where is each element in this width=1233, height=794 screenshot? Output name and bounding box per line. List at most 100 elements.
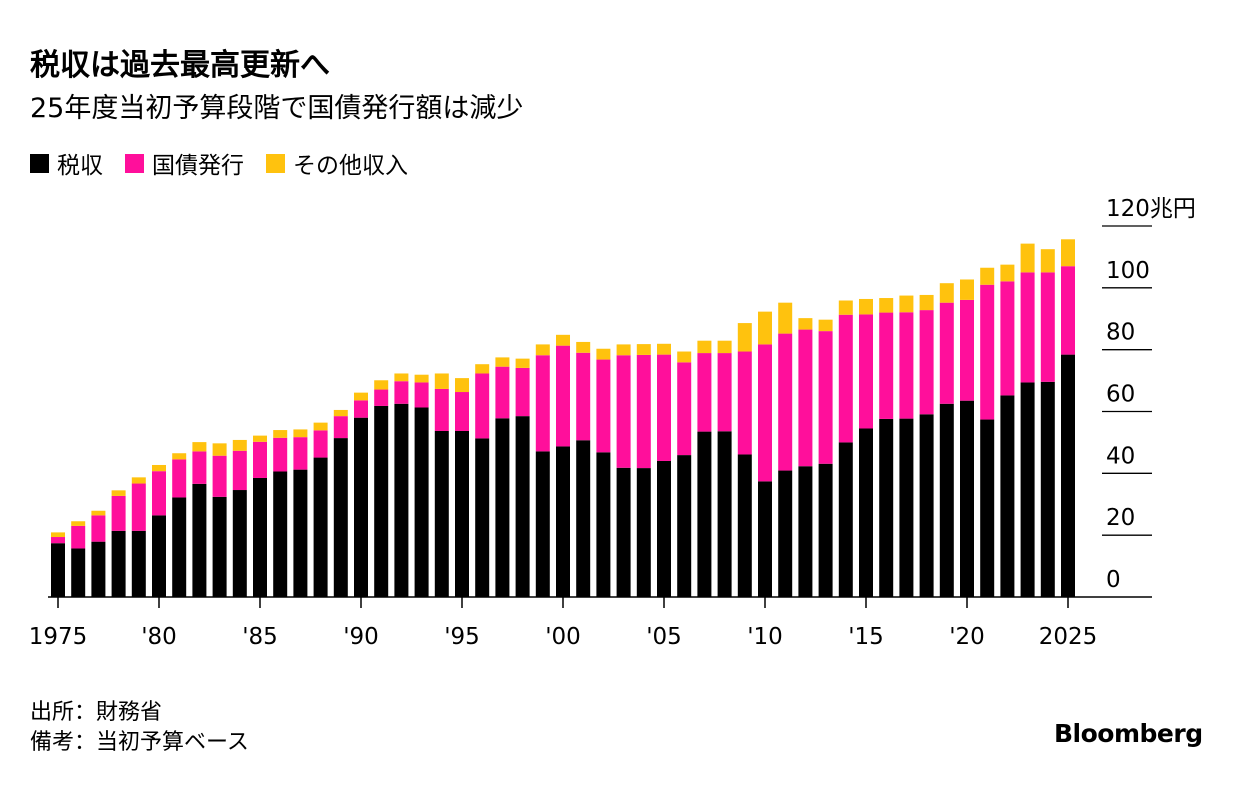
bar-tax-1994 <box>434 430 449 597</box>
bar-bonds-2002 <box>596 359 611 453</box>
bar-tax-1983 <box>212 496 227 597</box>
bar-tax-1979 <box>131 530 146 597</box>
bar-other-1981 <box>172 453 187 460</box>
bar-bonds-2007 <box>697 353 712 432</box>
bar-tax-2000 <box>556 446 570 597</box>
bar-tax-1980 <box>152 515 166 597</box>
bar-bonds-2003 <box>616 355 631 468</box>
bar-bonds-1989 <box>333 416 348 439</box>
bar-bonds-2005 <box>657 354 671 461</box>
legend-item-tax: 税収 <box>30 146 103 180</box>
bar-other-2004 <box>636 344 651 355</box>
bar-other-2009 <box>737 323 752 352</box>
bar-tax-1982 <box>192 483 207 597</box>
bar-bonds-1983 <box>212 455 227 497</box>
bar-other-2012 <box>798 318 813 330</box>
bar-other-2020 <box>960 279 974 300</box>
y-tick-label-40: 40 <box>1106 443 1135 469</box>
bar-other-1979 <box>131 477 146 484</box>
x-tick-label-1980: '80 <box>141 624 177 650</box>
bar-tax-1997 <box>495 418 510 597</box>
bar-tax-2016 <box>879 418 894 597</box>
bar-tax-1992 <box>394 403 409 597</box>
bar-other-1992 <box>394 373 409 382</box>
y-tick-label-80: 80 <box>1106 320 1135 346</box>
bar-tax-2024 <box>1040 381 1055 597</box>
bar-bonds-2012 <box>798 329 813 467</box>
x-tick-label-2005: '05 <box>646 624 682 650</box>
legend-swatch-tax <box>30 153 49 173</box>
bar-tax-1988 <box>313 457 328 597</box>
bar-other-1998 <box>515 358 530 368</box>
bar-tax-1999 <box>535 451 550 597</box>
bar-other-1994 <box>434 373 449 389</box>
bar-tax-1991 <box>374 405 389 597</box>
y-tick-label-0: 0 <box>1106 567 1121 593</box>
bar-tax-2012 <box>798 466 813 597</box>
bar-other-1997 <box>495 357 510 367</box>
y-tick-label-100: 100 <box>1106 258 1150 284</box>
bar-tax-1975 <box>51 543 65 597</box>
bar-tax-1986 <box>273 471 288 597</box>
bar-bonds-2022 <box>1000 281 1015 396</box>
bar-bonds-1990 <box>354 400 368 418</box>
bar-bonds-1977 <box>91 515 106 542</box>
x-tick-label-1985: '85 <box>242 624 278 650</box>
bar-bonds-1991 <box>374 389 389 406</box>
legend-swatch-other <box>266 153 285 173</box>
y-tick-label-120: 120兆円 <box>1106 196 1196 222</box>
bar-tax-1985 <box>253 477 267 597</box>
bar-other-2006 <box>677 351 692 363</box>
source-notes: 出所：財務省 備考：当初予算ベース <box>30 698 249 758</box>
bar-other-2007 <box>697 340 712 354</box>
bar-bonds-2019 <box>939 302 954 404</box>
bar-other-2010 <box>758 311 772 345</box>
bar-other-2002 <box>596 348 611 360</box>
bar-bonds-2016 <box>879 312 894 419</box>
bar-other-2024 <box>1040 249 1055 273</box>
bar-bonds-1978 <box>111 495 126 531</box>
bar-bonds-2018 <box>919 310 934 415</box>
bar-other-2001 <box>576 341 591 353</box>
bar-tax-1976 <box>71 548 86 597</box>
y-tick-label-60: 60 <box>1106 382 1135 408</box>
bar-tax-2002 <box>596 452 611 597</box>
bar-bonds-1993 <box>414 382 429 408</box>
bar-other-1982 <box>192 442 207 452</box>
bar-bonds-2013 <box>818 331 833 464</box>
bar-tax-1981 <box>172 497 187 597</box>
bar-tax-2006 <box>677 455 692 597</box>
bar-other-1999 <box>535 344 550 356</box>
bar-other-1977 <box>91 510 106 516</box>
bar-bonds-1982 <box>192 451 207 484</box>
bar-other-2008 <box>717 340 732 354</box>
bar-bonds-2000 <box>556 345 570 447</box>
bar-other-1980 <box>152 464 166 472</box>
bar-bonds-2025 <box>1061 266 1075 355</box>
bar-tax-2021 <box>980 419 995 597</box>
legend-label-tax: 税収 <box>57 153 103 179</box>
bar-other-2017 <box>899 295 914 313</box>
bar-tax-2014 <box>838 442 853 597</box>
bar-tax-1990 <box>354 417 368 597</box>
bar-bonds-1998 <box>515 367 530 417</box>
bar-other-1988 <box>313 422 328 431</box>
bar-tax-2020 <box>960 400 974 597</box>
bar-bonds-2023 <box>1020 272 1035 383</box>
bar-tax-2022 <box>1000 395 1015 597</box>
bar-other-2005 <box>657 343 671 355</box>
bar-bonds-1975 <box>51 537 65 544</box>
bar-other-1996 <box>475 364 490 374</box>
bar-tax-1978 <box>111 530 126 597</box>
legend: 税収 国債発行 その他収入 <box>30 146 430 180</box>
bar-tax-2008 <box>717 431 732 597</box>
bar-other-2018 <box>919 294 934 311</box>
bar-other-2022 <box>1000 264 1015 282</box>
bar-other-1995 <box>455 378 469 393</box>
bar-bonds-1979 <box>131 483 146 531</box>
bar-other-1984 <box>232 439 247 451</box>
legend-swatch-bonds <box>125 153 144 173</box>
x-tick-label-1975: 1975 <box>29 624 88 650</box>
bar-other-2014 <box>838 300 853 315</box>
